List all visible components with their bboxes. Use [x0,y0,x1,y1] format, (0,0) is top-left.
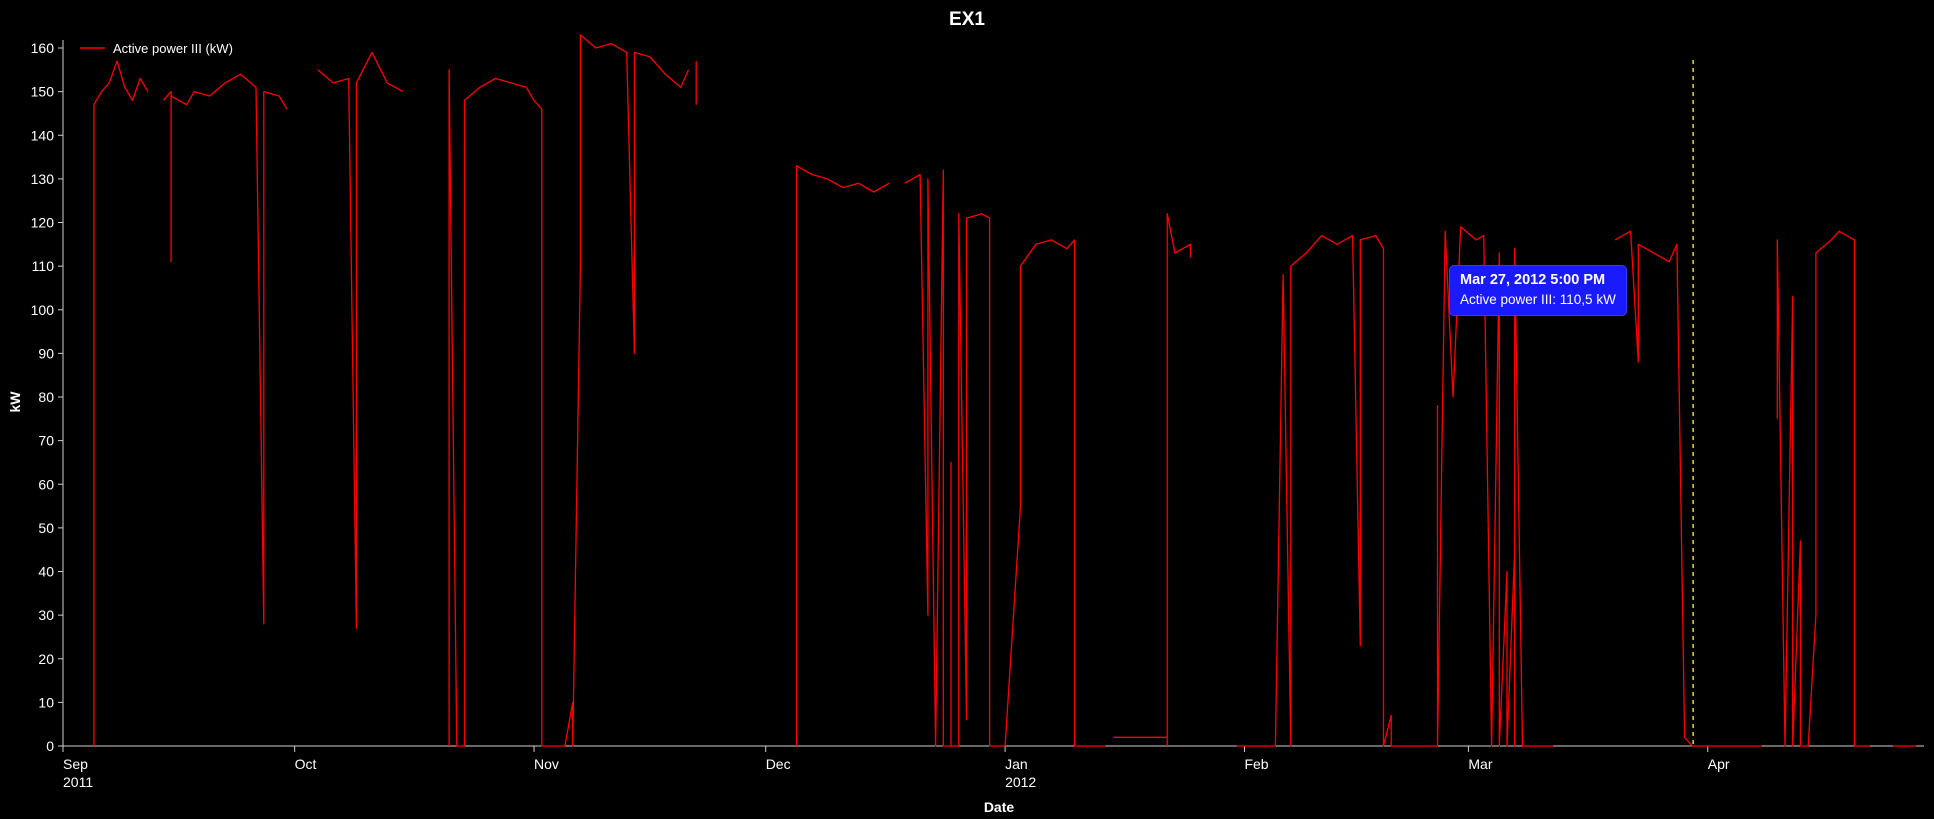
x-tick-sublabel: 2012 [1005,774,1036,790]
series-layer [93,34,1917,747]
x-tick-sublabel: 2011 [63,774,93,790]
y-tick-label: 130 [31,171,55,187]
y-axis-title: kW [7,391,23,413]
chart-title: EX1 [949,9,985,30]
y-tick-label: 70 [38,433,54,449]
y-tick-label: 40 [38,564,54,580]
x-tick-label: Feb [1244,756,1268,772]
tooltip-title: Mar 27, 2012 5:00 PM [1460,272,1606,288]
x-tick-label: Jan [1005,756,1028,772]
x-axis: Sep 2011 Oct Nov Dec Jan 2012 Feb Mar Apr [62,745,1924,790]
y-tick-label: 20 [38,651,54,667]
legend-label: Active power III (kW) [113,41,233,56]
y-tick-label: 60 [38,476,54,492]
y-axis: 0 10 20 30 40 50 60 70 80 90 100 110 120 130 140 150 160 [31,40,64,754]
y-tick-label: 110 [32,258,55,274]
data-tooltip: Mar 27, 2012 5:00 PM Active power III: 1… [1450,266,1626,315]
y-tick-label: 0 [46,738,54,754]
y-tick-label: 30 [38,607,54,623]
y-tick-label: 90 [38,345,54,361]
series-line [93,34,1917,747]
y-tick-label: 50 [38,520,54,536]
y-tick-label: 10 [38,694,54,710]
x-tick-label: Apr [1708,756,1730,772]
x-tick-label: Mar [1468,756,1492,772]
y-tick-label: 120 [31,215,55,231]
x-tick-label: Nov [534,756,559,772]
y-tick-label: 100 [31,302,55,318]
y-tick-label: 140 [31,127,55,143]
x-axis-title: Date [984,799,1015,815]
chart-legend[interactable]: Active power III (kW) [80,41,233,56]
x-tick-label: Oct [295,756,317,772]
y-tick-label: 80 [38,389,54,405]
y-tick-label: 150 [31,84,55,100]
x-tick-label: Sep [63,756,88,772]
tooltip-value: Active power III: 110,5 kW [1460,292,1616,307]
y-tick-label: 160 [31,40,55,56]
x-tick-label: Dec [766,756,791,772]
